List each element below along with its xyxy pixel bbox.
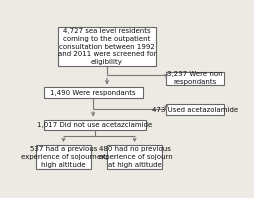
Text: 1,490 Were respondants: 1,490 Were respondants [50, 90, 135, 96]
FancyBboxPatch shape [44, 88, 142, 98]
Text: 4,727 sea level residents
coming to the outpatient
consultation between 1992
and: 4,727 sea level residents coming to the … [57, 28, 156, 65]
Text: 1,017 Did not use acetazclamide: 1,017 Did not use acetazclamide [37, 122, 152, 128]
Text: 473 Used acetazolamide: 473 Used acetazolamide [151, 107, 237, 113]
FancyBboxPatch shape [107, 145, 162, 169]
Text: 537 had a previous
experience of sojourn at
high altitude: 537 had a previous experience of sojourn… [21, 146, 106, 168]
FancyBboxPatch shape [57, 27, 156, 67]
Text: 480 had no previous
experience of sojourn
at high altitude: 480 had no previous experience of sojour… [96, 146, 172, 168]
Text: 3,237 Were non
respondants: 3,237 Were non respondants [166, 71, 222, 85]
FancyBboxPatch shape [166, 72, 223, 85]
FancyBboxPatch shape [44, 120, 146, 130]
FancyBboxPatch shape [166, 104, 223, 115]
FancyBboxPatch shape [36, 145, 91, 169]
